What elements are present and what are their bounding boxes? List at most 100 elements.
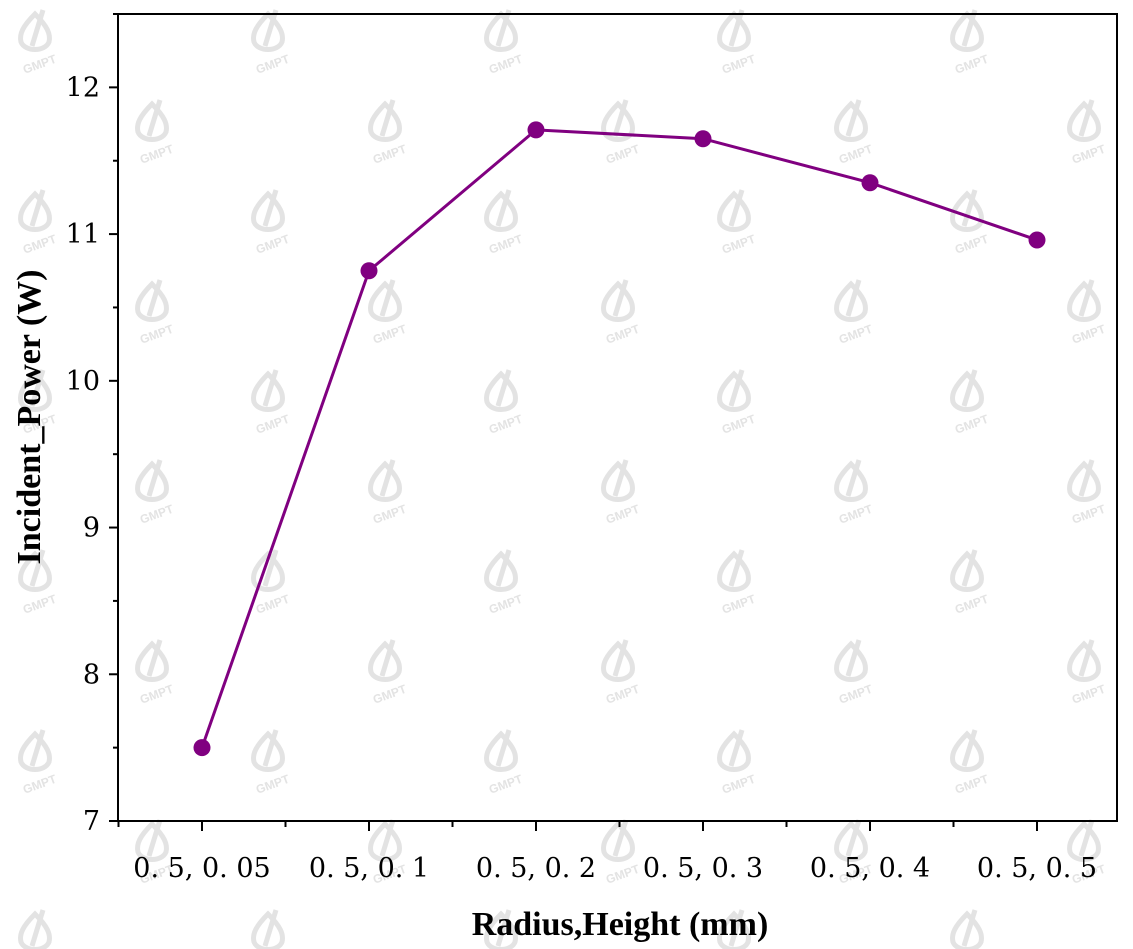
watermark-mark: GMPT — [950, 9, 991, 77]
watermark-mark: GMPT — [601, 819, 642, 887]
watermark-mark: GMPT — [251, 909, 285, 949]
watermark-mark: GMPT — [950, 369, 991, 437]
watermark-text: GMPT — [953, 52, 991, 77]
x-axis: 0. 5, 0. 05 0. 5, 0. 1 0. 5, 0. 2 0. 5, 0. … — [117, 821, 1097, 884]
x-tick-label: 0. 5, 0. 2 — [476, 853, 596, 884]
watermark-text: GMPT — [138, 322, 176, 347]
watermark-text: GMPT — [487, 232, 525, 257]
watermark-text: GMPT — [1070, 142, 1108, 167]
y-axis-title: Incident_Power (W) — [11, 270, 48, 565]
watermark-text: GMPT — [953, 772, 991, 797]
gmpt-logo-icon — [834, 99, 868, 142]
gmpt-logo-icon — [484, 9, 518, 52]
watermark-text: GMPT — [21, 592, 59, 617]
gmpt-logo-icon — [251, 549, 285, 592]
watermark-mark: GMPT — [368, 279, 409, 347]
data-point — [861, 174, 879, 192]
gmpt-logo-icon — [1067, 99, 1101, 142]
watermark-text: GMPT — [953, 232, 991, 257]
gmpt-logo-icon — [601, 639, 635, 682]
gmpt-logo-icon — [135, 459, 169, 502]
watermark-mark: GMPT — [368, 99, 409, 167]
watermark-text: GMPT — [837, 502, 875, 527]
gmpt-logo-icon — [834, 279, 868, 322]
watermark-mark: GMPT — [18, 9, 59, 77]
plot-frame — [117, 13, 1118, 822]
watermark-text: GMPT — [254, 412, 292, 437]
gmpt-logo-icon — [368, 459, 402, 502]
watermark-mark: GMPT — [368, 459, 409, 527]
gmpt-logo-icon — [18, 729, 52, 772]
gmpt-logo-icon — [135, 639, 169, 682]
gmpt-logo-icon — [717, 549, 751, 592]
watermark-text: GMPT — [254, 52, 292, 77]
watermark-text: GMPT — [487, 772, 525, 797]
watermark-mark: GMPT — [601, 279, 642, 347]
gmpt-logo-icon — [834, 639, 868, 682]
gmpt-logo-icon — [1067, 639, 1101, 682]
watermark-text: GMPT — [371, 502, 409, 527]
gmpt-logo-icon — [1067, 459, 1101, 502]
watermark-mark: GMPT — [601, 639, 642, 707]
gmpt-logo-icon — [18, 189, 52, 232]
watermark-mark: GMPT — [834, 279, 875, 347]
watermark-mark: GMPT — [135, 459, 176, 527]
gmpt-logo-icon — [251, 189, 285, 232]
watermark-text: GMPT — [21, 772, 59, 797]
watermark-mark: GMPT — [950, 909, 984, 949]
gmpt-logo-icon — [368, 639, 402, 682]
watermark-text: GMPT — [837, 682, 875, 707]
watermark-mark: GMPT — [834, 99, 875, 167]
watermark-mark: GMPT — [135, 279, 176, 347]
gmpt-logo-icon — [1067, 819, 1101, 862]
x-tick-label: 0. 5, 0. 1 — [309, 853, 429, 884]
gmpt-logo-icon — [950, 729, 984, 772]
watermark-text: GMPT — [604, 502, 642, 527]
watermark-text: GMPT — [138, 502, 176, 527]
watermark-text: GMPT — [21, 52, 59, 77]
watermark-mark: GMPT — [717, 549, 758, 617]
watermark-mark: GMPT — [18, 729, 59, 797]
watermark-mark: GMPT — [1067, 639, 1108, 707]
gmpt-logo-icon — [18, 369, 52, 412]
gmpt-logo-icon — [18, 9, 52, 52]
watermark-text: GMPT — [720, 412, 758, 437]
gmpt-logo-icon — [834, 459, 868, 502]
watermark-text: GMPT — [487, 52, 525, 77]
watermark-text: GMPT — [720, 232, 758, 257]
watermark-mark: GMPT — [368, 639, 409, 707]
y-tick-label: 10 — [66, 366, 100, 397]
gmpt-logo-icon — [135, 279, 169, 322]
data-point — [193, 739, 211, 757]
gmpt-logo-icon — [717, 729, 751, 772]
x-tick-label: 0. 5, 0. 5 — [977, 853, 1097, 884]
watermark-mark: GMPT — [717, 9, 758, 77]
watermark-text: GMPT — [254, 592, 292, 617]
y-tick-label: 12 — [66, 72, 100, 103]
watermark-text: GMPT — [837, 322, 875, 347]
gmpt-logo-icon — [484, 549, 518, 592]
watermark-text: GMPT — [720, 52, 758, 77]
gmpt-logo-icon — [717, 189, 751, 232]
gmpt-logo-icon — [484, 729, 518, 772]
watermark-mark: GMPT — [484, 189, 525, 257]
gmpt-logo-icon — [601, 99, 635, 142]
gmpt-logo-icon — [251, 9, 285, 52]
gmpt-logo-icon — [484, 369, 518, 412]
watermark-mark: GMPT — [484, 369, 525, 437]
gmpt-logo-icon — [717, 909, 751, 949]
data-point — [694, 130, 712, 148]
data-point — [527, 121, 545, 139]
series-line — [200, 128, 1038, 749]
watermark-text: GMPT — [953, 412, 991, 437]
gmpt-logo-icon — [251, 729, 285, 772]
watermark-text: GMPT — [604, 322, 642, 347]
watermark-mark: GMPT — [717, 909, 751, 949]
gmpt-logo-icon — [484, 909, 518, 949]
watermark-mark: GMPT — [251, 369, 292, 437]
watermark-text: GMPT — [254, 232, 292, 257]
watermark-mark: GMPT — [484, 9, 525, 77]
watermark-mark: GMPT — [18, 189, 59, 257]
watermark-text: GMPT — [720, 772, 758, 797]
